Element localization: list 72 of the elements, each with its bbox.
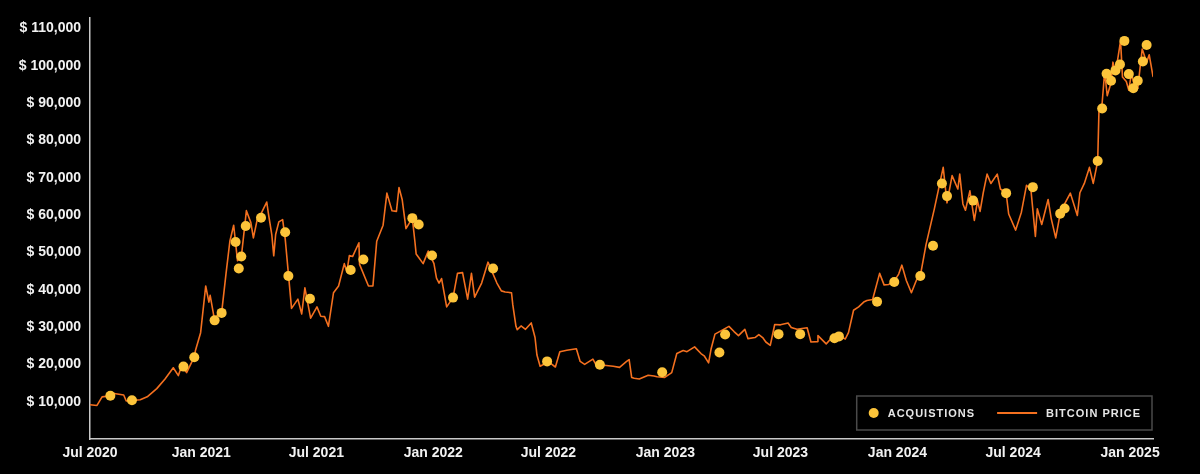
point <box>407 213 418 224</box>
point <box>413 219 424 230</box>
y-tick-label: $ 20,000 <box>26 355 82 372</box>
point <box>280 227 291 238</box>
point <box>256 212 267 223</box>
point <box>942 191 953 202</box>
y-tick-label: $ 50,000 <box>26 243 82 260</box>
x-tick-label: Jul 2022 <box>520 444 577 461</box>
point <box>542 356 553 367</box>
point <box>216 307 227 318</box>
legend-label: BITCOIN PRICE <box>1046 407 1142 420</box>
point <box>889 276 900 287</box>
x-tick-label: Jul 2021 <box>288 444 345 461</box>
y-tick-label: $ 10,000 <box>26 392 82 409</box>
point <box>105 390 116 401</box>
point <box>126 395 137 406</box>
point <box>240 220 251 231</box>
point <box>178 361 189 372</box>
y-tick-label: $ 30,000 <box>26 317 82 334</box>
point <box>1119 35 1130 46</box>
y-tick-label: $ 40,000 <box>26 280 82 297</box>
x-tick-label: Jan 2024 <box>867 444 928 461</box>
point <box>1001 188 1012 199</box>
point <box>488 263 499 274</box>
point <box>1141 40 1152 51</box>
x-tick-label: Jan 2022 <box>403 444 464 461</box>
x-tick-label: Jan 2021 <box>171 444 232 461</box>
point <box>936 178 947 189</box>
x-tick-label: Jul 2023 <box>752 444 809 461</box>
x-tick-label: Jan 2025 <box>1100 444 1160 461</box>
y-tick-label: $ 110,000 <box>19 19 82 36</box>
point <box>427 250 438 261</box>
point <box>915 270 926 281</box>
y-tick-label: $ 90,000 <box>26 94 82 111</box>
point <box>773 329 784 340</box>
point <box>1059 203 1070 214</box>
y-tick-label: $ 70,000 <box>26 168 82 185</box>
point <box>1128 83 1139 94</box>
point <box>358 254 369 265</box>
point <box>594 359 605 370</box>
point <box>233 263 244 274</box>
point <box>189 352 200 363</box>
point <box>209 315 220 326</box>
point <box>448 292 459 303</box>
point <box>968 195 979 206</box>
x-tick-label: Jul 2024 <box>985 444 1041 461</box>
point <box>1027 182 1038 193</box>
point <box>720 329 731 340</box>
x-tick-label: Jan 2023 <box>635 444 696 461</box>
point <box>1123 69 1134 80</box>
point <box>1092 156 1103 167</box>
legend-label: ACQUISTIONS <box>887 407 976 420</box>
point <box>795 329 806 340</box>
point <box>345 264 356 275</box>
point <box>714 347 725 358</box>
y-tick-label: $ 80,000 <box>26 131 82 148</box>
point <box>1137 56 1148 67</box>
point <box>1114 59 1125 70</box>
y-tick-label: $ 60,000 <box>26 206 82 222</box>
point <box>304 293 315 304</box>
point <box>236 251 247 262</box>
point <box>230 237 241 248</box>
y-tick-label: $ 100,000 <box>18 56 82 73</box>
point <box>872 296 883 307</box>
point <box>928 240 939 251</box>
point <box>657 367 668 378</box>
point <box>833 331 844 342</box>
point <box>1106 75 1117 86</box>
point <box>1097 103 1108 114</box>
point <box>1132 75 1143 86</box>
point <box>283 270 294 281</box>
x-tick-label: Jul 2020 <box>62 444 118 461</box>
